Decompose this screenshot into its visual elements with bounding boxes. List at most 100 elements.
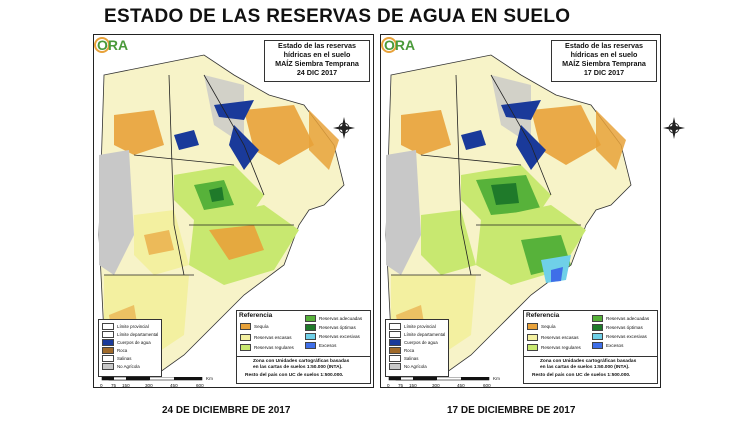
legend-swatch <box>527 323 538 330</box>
legend-item: Reservas regulares <box>240 344 294 351</box>
scale-tick: 300 <box>432 383 440 388</box>
scale-tick: 300 <box>145 383 153 388</box>
legend-item: Reservas escasas <box>527 334 579 341</box>
map-title-line2: hídricas en el suelo <box>570 50 638 59</box>
legend-swatch <box>305 342 316 349</box>
scale-unit: Km <box>493 376 500 381</box>
limit-swatch <box>102 331 114 338</box>
legend-swatch <box>527 334 538 341</box>
scale-tick: 75 <box>398 383 404 388</box>
limit-item: Límite provincial <box>102 323 149 330</box>
notes-box: Zona con Unidades cartográficas basadas … <box>236 356 371 384</box>
scale-ticks-graphic <box>388 377 490 381</box>
scale-tick: 600 <box>196 383 204 388</box>
map-title-date: 17 DIC 2017 <box>583 68 625 77</box>
legend-item: Reservas óptimas <box>592 324 643 331</box>
notes-box: Zona con Unidades cartográficas basadas … <box>523 356 658 384</box>
limit-swatch <box>389 323 401 330</box>
legend-item: Excesos <box>305 342 336 349</box>
notes-line2: en las cartas de suelos 1:50.000 (INTA). <box>540 365 630 370</box>
limit-swatch <box>102 347 114 354</box>
limit-swatch <box>389 331 401 338</box>
limit-item: Límite departamental <box>102 331 158 338</box>
limit-swatch <box>389 363 401 370</box>
ora-logo-text: ORA <box>97 37 128 53</box>
legend-swatch <box>240 334 251 341</box>
limit-swatch <box>389 355 401 362</box>
legend-swatch <box>240 344 251 351</box>
legend-item: Reservas óptimas <box>305 324 356 331</box>
legend-swatch <box>240 323 251 330</box>
ora-logo-text: ORA <box>384 37 415 53</box>
map-title-line3: MAÍZ Siembra Temprana <box>562 59 646 68</box>
notes-line1: Zona con Unidades cartográficas basadas <box>540 359 637 364</box>
scale-tick: 150 <box>122 383 130 388</box>
legend-item: Reservas adecuadas <box>305 315 362 322</box>
ora-logo: ORA <box>94 37 128 53</box>
limits-legend: Límite provincial Límite departamental C… <box>98 319 162 377</box>
limit-item: Roca <box>102 347 127 354</box>
scale-tick: 150 <box>409 383 417 388</box>
limit-item: No Agrícola <box>102 363 140 370</box>
legend-item: Sequía <box>240 323 269 330</box>
notes-line3: Resto del país con UC de suelos 1:500.00… <box>532 373 631 378</box>
legend-item: Reservas regulares <box>527 344 581 351</box>
map-title-line3: MAÍZ Siembra Temprana <box>275 59 359 68</box>
legend-swatch <box>592 315 603 322</box>
scale-tick: 0 <box>387 383 390 388</box>
limit-swatch <box>102 355 114 362</box>
legend-swatch <box>592 324 603 331</box>
legend-swatch <box>305 333 316 340</box>
map-title-box: Estado de las reservas hídricas en el su… <box>551 40 657 82</box>
date-caption-left: 24 DE DICIEMBRE DE 2017 <box>162 405 291 416</box>
scale-ticks-graphic <box>101 377 203 381</box>
map-title-line1: Estado de las reservas <box>278 41 356 50</box>
limit-item: Cuerpos de agua <box>102 339 151 346</box>
legend-title: Referencia <box>526 312 560 319</box>
legend-item: Reservas adecuadas <box>592 315 649 322</box>
map-right-graphic <box>385 54 632 381</box>
map-left-graphic <box>98 54 345 381</box>
scale-unit: Km <box>206 376 213 381</box>
limit-item: Cuerpos de agua <box>389 339 438 346</box>
limit-swatch <box>102 363 114 370</box>
limit-item: No Agrícola <box>389 363 427 370</box>
ora-logo: ORA <box>381 37 415 53</box>
compass-icon-left <box>332 116 356 140</box>
legend-box: Referencia Sequía Reservas escasas Reser… <box>523 310 658 357</box>
date-caption-right: 17 DE DICIEMBRE DE 2017 <box>447 405 576 416</box>
legend-swatch <box>527 344 538 351</box>
legend-item: Reservas excesivas <box>305 333 360 340</box>
legend-title: Referencia <box>239 312 273 319</box>
scale-bar: 0 75 150 300 450 600 Km <box>387 376 507 388</box>
legend-swatch <box>305 315 316 322</box>
map-title-line1: Estado de las reservas <box>565 41 643 50</box>
legend-swatch <box>592 342 603 349</box>
notes-line3: Resto del país con UC de suelos 1:500.00… <box>245 373 344 378</box>
compass-icon-right <box>662 116 686 140</box>
limit-item: Roca <box>389 347 414 354</box>
notes-line2: en las cartas de suelos 1:50.000 (INTA). <box>253 365 343 370</box>
limit-swatch <box>102 323 114 330</box>
legend-item: Reservas excesivas <box>592 333 647 340</box>
scale-tick: 75 <box>111 383 117 388</box>
limit-item: Salinas <box>389 355 418 362</box>
legend-swatch <box>592 333 603 340</box>
limit-swatch <box>389 339 401 346</box>
map-panel-right: Estado de las reservas hídricas en el su… <box>380 34 661 388</box>
map-panel-left: Estado de las reservas hídricas en el su… <box>93 34 374 388</box>
map-title-line2: hídricas en el suelo <box>283 50 351 59</box>
limit-item: Límite departamental <box>389 331 445 338</box>
limit-item: Límite provincial <box>389 323 436 330</box>
notes-line1: Zona con Unidades cartográficas basadas <box>253 359 350 364</box>
limits-legend: Límite provincial Límite departamental C… <box>385 319 449 377</box>
legend-swatch <box>305 324 316 331</box>
legend-item: Sequía <box>527 323 556 330</box>
map-title-date: 24 DIC 2017 <box>296 68 338 77</box>
limit-swatch <box>389 347 401 354</box>
scale-tick: 450 <box>457 383 465 388</box>
legend-item: Excesos <box>592 342 623 349</box>
limit-item: Salinas <box>102 355 131 362</box>
scale-tick: 450 <box>170 383 178 388</box>
legend-item: Reservas escasas <box>240 334 292 341</box>
